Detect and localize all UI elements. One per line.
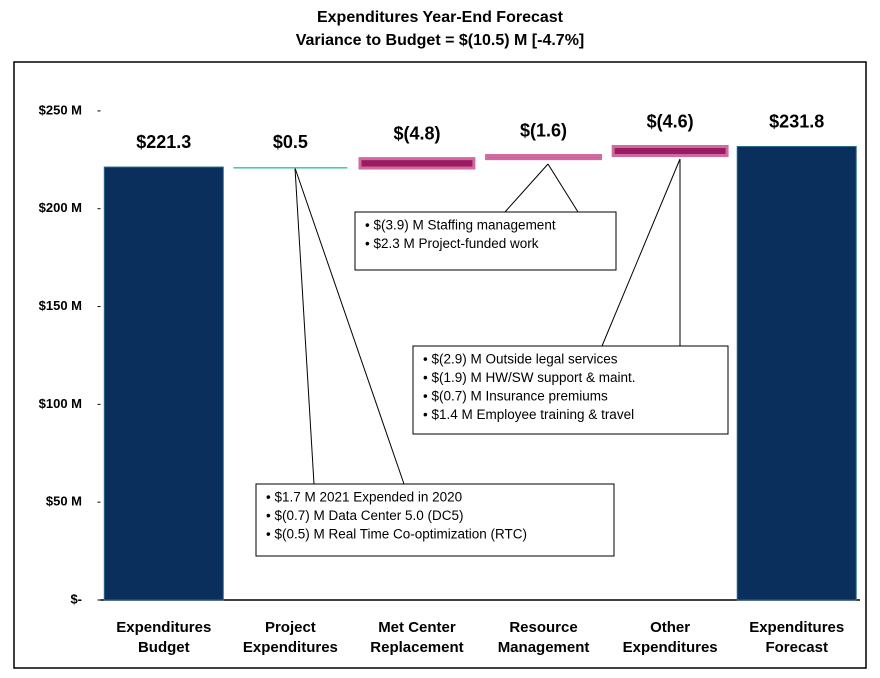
annotation-box xyxy=(354,211,617,271)
annotation-text: • $(3.9) M Staffing management xyxy=(365,218,556,233)
bar xyxy=(103,166,224,601)
data-label: $221.3 xyxy=(136,132,191,152)
data-label: $(1.6) xyxy=(520,120,567,140)
annotation-text: • $1.7 M 2021 Expended in 2020 xyxy=(266,490,462,505)
x-tick-label: Expenditures Forecast xyxy=(749,619,844,656)
x-tick-label: Resource Management xyxy=(498,619,590,656)
x-tick-label: Other Expenditures xyxy=(623,619,718,656)
annotation-text: • $(0.7) M Data Center 5.0 (DC5) xyxy=(266,508,464,523)
annotation-text: • $2.3 M Project-funded work xyxy=(365,236,539,251)
bar xyxy=(736,146,857,601)
bar xyxy=(233,167,348,169)
x-tick-label: Project Expenditures xyxy=(243,619,338,656)
bar xyxy=(358,157,476,170)
data-label: $231.8 xyxy=(769,111,824,131)
annotation-box xyxy=(412,345,729,435)
x-tick-label: Expenditures Budget xyxy=(116,619,211,656)
chart-title: Expenditures Year-End Forecast xyxy=(317,9,564,26)
y-tick-label: $150 M xyxy=(39,298,82,313)
y-tick-label: $250 M xyxy=(39,102,82,117)
annotation-text: • $(0.7) M Insurance premiums xyxy=(423,389,608,404)
y-tick-label: $200 M xyxy=(39,200,82,215)
data-label: $(4.8) xyxy=(393,123,440,143)
callouts xyxy=(294,158,681,485)
frame xyxy=(13,61,867,669)
annotation-text: • $(2.9) M Outside legal services xyxy=(423,352,618,367)
bar xyxy=(485,154,603,161)
y-tick-label: $- xyxy=(70,591,82,606)
data-label: $0.5 xyxy=(273,132,308,152)
y-tick-label: $50 M xyxy=(46,494,82,509)
annotation-text: • $(0.5) M Real Time Co-optimization (RT… xyxy=(266,527,527,542)
bar xyxy=(611,145,729,158)
x-tick-label: Met Center Replacement xyxy=(370,619,463,656)
annotation-text: • $1.4 M Employee training & travel xyxy=(423,407,634,422)
annotation-text: • $(1.9) M HW/SW support & maint. xyxy=(423,370,636,385)
annotation-box xyxy=(255,483,615,557)
y-tick-label: $100 M xyxy=(39,396,82,411)
chart-subtitle: Variance to Budget = $(10.5) M [-4.7%] xyxy=(296,32,585,49)
data-label: $(4.6) xyxy=(647,111,694,131)
